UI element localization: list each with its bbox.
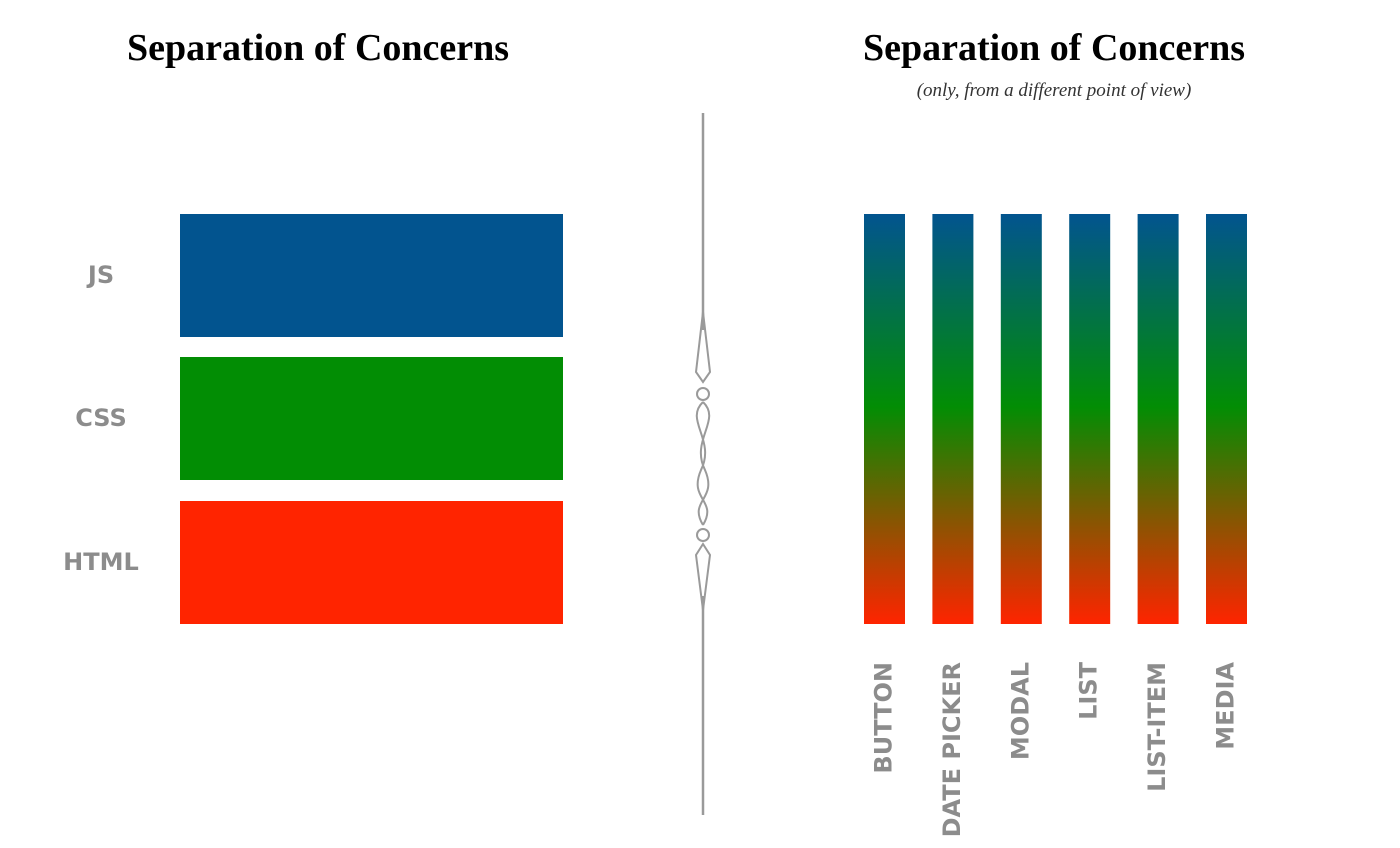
component-label: LIST-ITEM xyxy=(1143,662,1171,792)
layer-bar xyxy=(180,501,563,624)
component-column xyxy=(1206,214,1247,624)
left-title: Separation of Concerns xyxy=(127,27,509,69)
layer-label: JS xyxy=(86,261,114,289)
component-label: DATE PICKER xyxy=(938,662,966,837)
component-column xyxy=(1069,214,1111,624)
right-subtitle: (only, from a different point of view) xyxy=(917,80,1192,101)
component-label: MEDIA xyxy=(1212,662,1240,750)
component-column xyxy=(864,214,905,624)
layer-bar xyxy=(180,357,563,480)
component-column xyxy=(932,214,974,624)
layer-bar xyxy=(180,214,563,337)
component-column xyxy=(1137,214,1179,624)
component-column xyxy=(1000,214,1042,624)
right-title: Separation of Concerns xyxy=(863,27,1245,69)
component-label: LIST xyxy=(1075,661,1103,720)
layer-label: CSS xyxy=(75,404,127,432)
component-label: MODAL xyxy=(1006,662,1034,760)
component-label: BUTTON xyxy=(870,662,898,774)
layer-label: HTML xyxy=(63,548,139,576)
divider xyxy=(694,113,712,815)
